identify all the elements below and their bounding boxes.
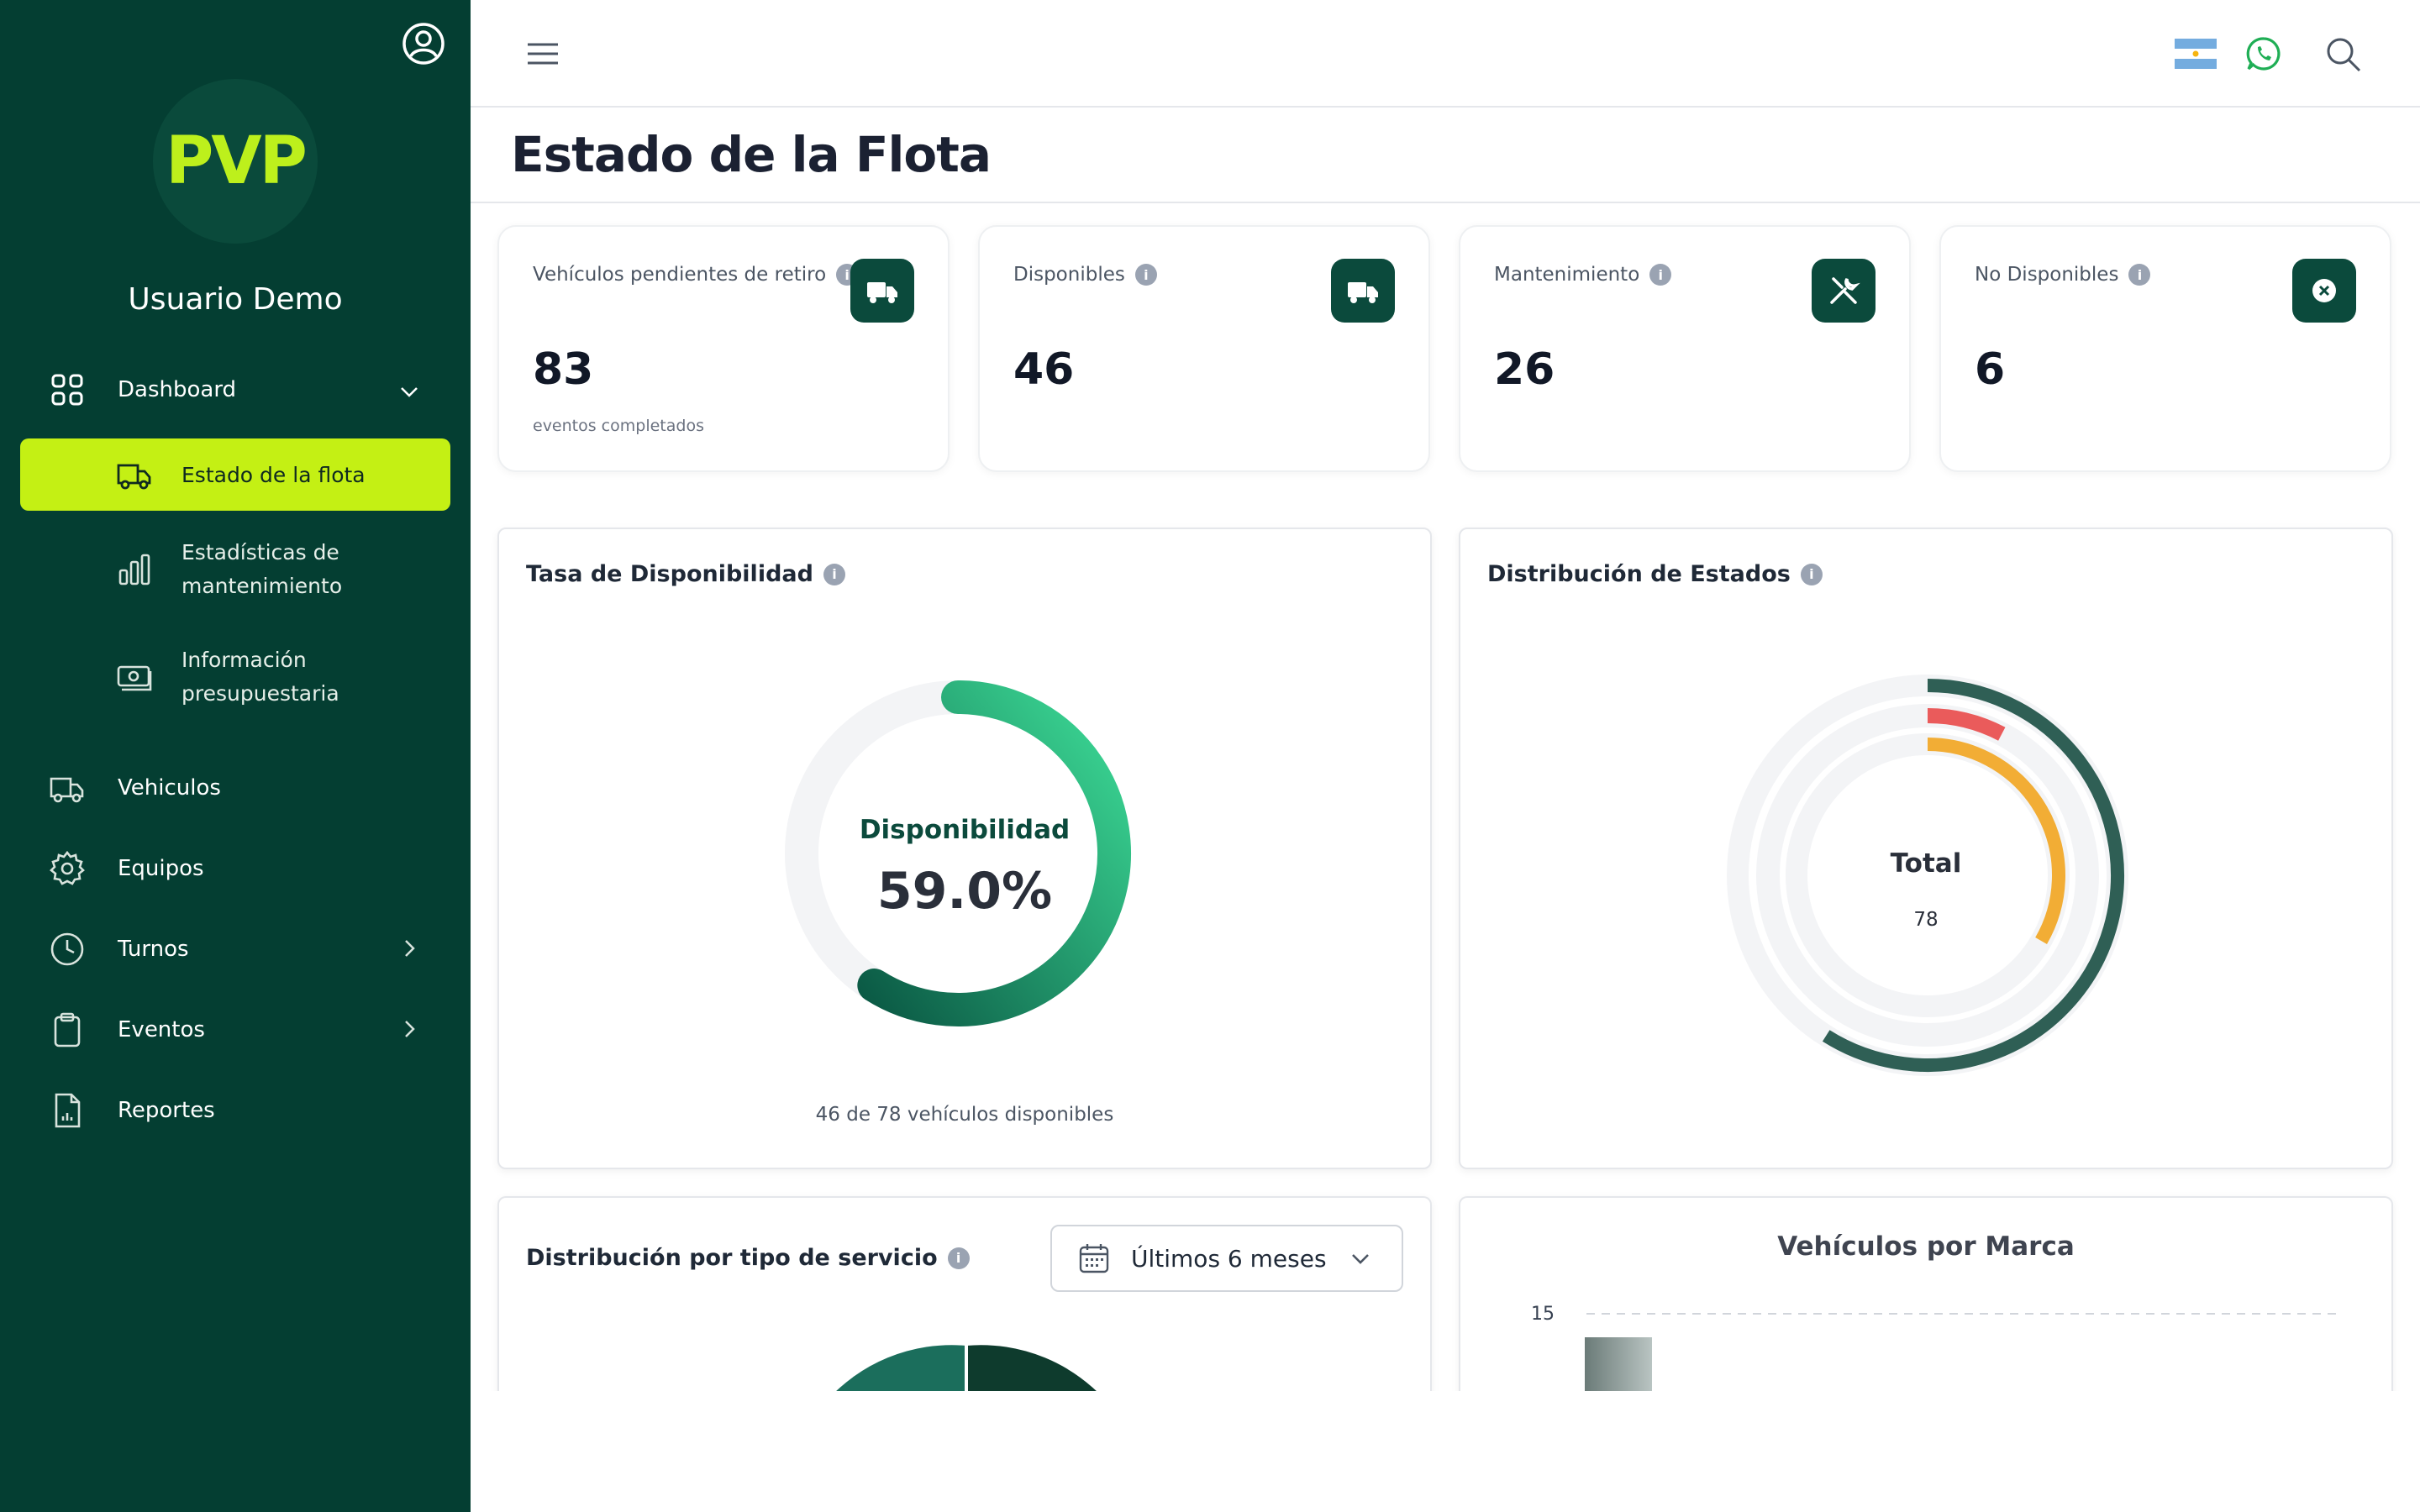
stat-label: Mantenimiento bbox=[1494, 264, 1640, 286]
truck-icon bbox=[850, 259, 914, 323]
sidebar-item-label: Dashboard bbox=[118, 377, 237, 402]
page-header: Estado de la Flota bbox=[471, 108, 2420, 203]
clock-icon bbox=[47, 929, 87, 969]
radial-center-label: Total bbox=[1890, 848, 1962, 879]
availability-panel: Tasa de Disponibilidad i Disponibilidad 5… bbox=[497, 528, 1432, 1169]
panel-title: Distribución por tipo de servicio bbox=[526, 1245, 938, 1271]
panel-title: Vehículos por Marca bbox=[1777, 1231, 2075, 1262]
sidebar-item-label: Turnos bbox=[118, 937, 189, 962]
sidebar: PVP Usuario Demo Dashboard Estado de la … bbox=[0, 0, 471, 1512]
stat-label: Disponibles bbox=[1013, 264, 1125, 286]
search-icon[interactable] bbox=[2324, 35, 2363, 74]
user-profile-icon[interactable] bbox=[400, 20, 447, 67]
sidebar-item-label-line2: mantenimiento bbox=[182, 574, 343, 598]
stat-value: 83 bbox=[533, 344, 594, 395]
sidebar-item-label-line2: presupuestaria bbox=[182, 681, 339, 706]
bar-chart-icon bbox=[114, 549, 155, 590]
x-circle-icon bbox=[2292, 259, 2356, 323]
donut-center-label: Disponibilidad bbox=[859, 815, 1071, 845]
bar bbox=[1585, 1337, 1652, 1396]
whatsapp-icon[interactable] bbox=[2245, 35, 2282, 72]
sidebar-item-equipos[interactable]: Equipos bbox=[47, 848, 204, 889]
menu-icon[interactable] bbox=[526, 40, 560, 67]
chevron-down-icon[interactable] bbox=[397, 380, 422, 405]
ring-arc bbox=[1822, 679, 2124, 1072]
sidebar-item-label: Información bbox=[182, 648, 307, 672]
donut-center-value: 59.0% bbox=[876, 862, 1053, 921]
clipboard-icon bbox=[47, 1010, 87, 1050]
ring-arc bbox=[1927, 738, 2065, 944]
gear-icon bbox=[47, 848, 87, 889]
truck-icon bbox=[114, 454, 155, 495]
pie-slice bbox=[966, 1345, 1109, 1404]
topbar bbox=[471, 0, 2420, 108]
sidebar-item-label: Eventos bbox=[118, 1017, 205, 1042]
sidebar-item-estado-de-la-flota[interactable]: Estado de la flota bbox=[20, 438, 450, 511]
logo-text: PVP bbox=[166, 123, 308, 199]
y-axis-tick: 15 bbox=[1531, 1304, 1555, 1325]
report-icon bbox=[47, 1090, 87, 1131]
stat-value: 26 bbox=[1494, 344, 1555, 395]
period-select-value: Últimos 6 meses bbox=[1131, 1244, 1327, 1273]
sidebar-item-dashboard[interactable]: Dashboard bbox=[47, 370, 236, 410]
info-icon[interactable]: i bbox=[2128, 264, 2151, 286]
availability-footer: 46 de 78 vehículos disponibles bbox=[815, 1104, 1114, 1126]
chevron-right-icon[interactable] bbox=[397, 1016, 422, 1042]
sidebar-item-label: Estado de la flota bbox=[182, 462, 366, 487]
period-select[interactable]: Últimos 6 meses bbox=[1050, 1225, 1403, 1292]
sidebar-item-label: Estadísticas de bbox=[182, 540, 339, 564]
truck-icon bbox=[1331, 259, 1395, 323]
sidebar-item-turnos[interactable]: Turnos bbox=[47, 929, 189, 969]
distribution-panel: Distribución de Estados i Total 78 bbox=[1459, 528, 2393, 1169]
stat-subtext: eventos completados bbox=[533, 417, 704, 435]
stat-card-disponibles: Disponibles i 46 bbox=[978, 225, 1430, 472]
panel-title: Distribución de Estados bbox=[1487, 561, 1791, 587]
username: Usuario Demo bbox=[128, 282, 343, 317]
info-icon[interactable]: i bbox=[1800, 563, 1823, 585]
money-icon bbox=[114, 657, 155, 697]
pie-slice bbox=[823, 1345, 966, 1404]
sidebar-item-eventos[interactable]: Eventos bbox=[47, 1010, 205, 1050]
stat-label: No Disponibles bbox=[1975, 264, 2119, 286]
chevron-right-icon[interactable] bbox=[397, 936, 422, 961]
calendar-icon bbox=[1079, 1244, 1109, 1273]
sidebar-item-estadisticas-mantenimiento[interactable]: Estadísticas de mantenimiento bbox=[114, 536, 342, 603]
page-title: Estado de la Flota bbox=[511, 126, 992, 183]
page-bottom bbox=[471, 1391, 2420, 1512]
radial-center-value: 78 bbox=[1913, 909, 1939, 931]
distribution-radial-chart bbox=[1727, 675, 2128, 1076]
chevron-down-icon bbox=[1352, 1254, 1369, 1264]
stat-value: 6 bbox=[1975, 344, 2006, 395]
info-icon[interactable]: i bbox=[947, 1247, 970, 1269]
stat-card-mantenimiento: Mantenimiento i 26 bbox=[1459, 225, 1911, 472]
availability-donut-chart bbox=[785, 680, 1131, 1026]
sidebar-item-label: Equipos bbox=[118, 856, 204, 881]
grid-line bbox=[1586, 1313, 2343, 1315]
sidebar-item-reportes[interactable]: Reportes bbox=[47, 1090, 215, 1131]
sidebar-item-label: Vehiculos bbox=[118, 775, 221, 801]
stat-card-pendientes: Vehículos pendientes de retiro i 83 event… bbox=[497, 225, 950, 472]
stat-card-no-disponibles: No Disponibles i 6 bbox=[1939, 225, 2391, 472]
logo: PVP bbox=[153, 79, 318, 244]
panel-title: Tasa de Disponibilidad bbox=[526, 561, 813, 587]
grid-icon bbox=[47, 370, 87, 410]
sidebar-item-label: Reportes bbox=[118, 1098, 215, 1123]
argentina-flag-icon[interactable] bbox=[2175, 39, 2217, 69]
sidebar-item-vehiculos[interactable]: Vehiculos bbox=[47, 768, 221, 808]
stat-label: Vehículos pendientes de retiro bbox=[533, 264, 827, 286]
info-icon[interactable]: i bbox=[823, 563, 845, 585]
tools-icon bbox=[1812, 259, 1876, 323]
availability-arc bbox=[857, 680, 1131, 1026]
ring-arc bbox=[1927, 708, 2006, 741]
sidebar-item-informacion-presupuestaria[interactable]: Información presupuestaria bbox=[114, 643, 339, 711]
stat-value: 46 bbox=[1013, 344, 1075, 395]
info-icon[interactable]: i bbox=[1134, 264, 1157, 286]
truck-icon bbox=[47, 768, 87, 808]
info-icon[interactable]: i bbox=[1649, 264, 1672, 286]
